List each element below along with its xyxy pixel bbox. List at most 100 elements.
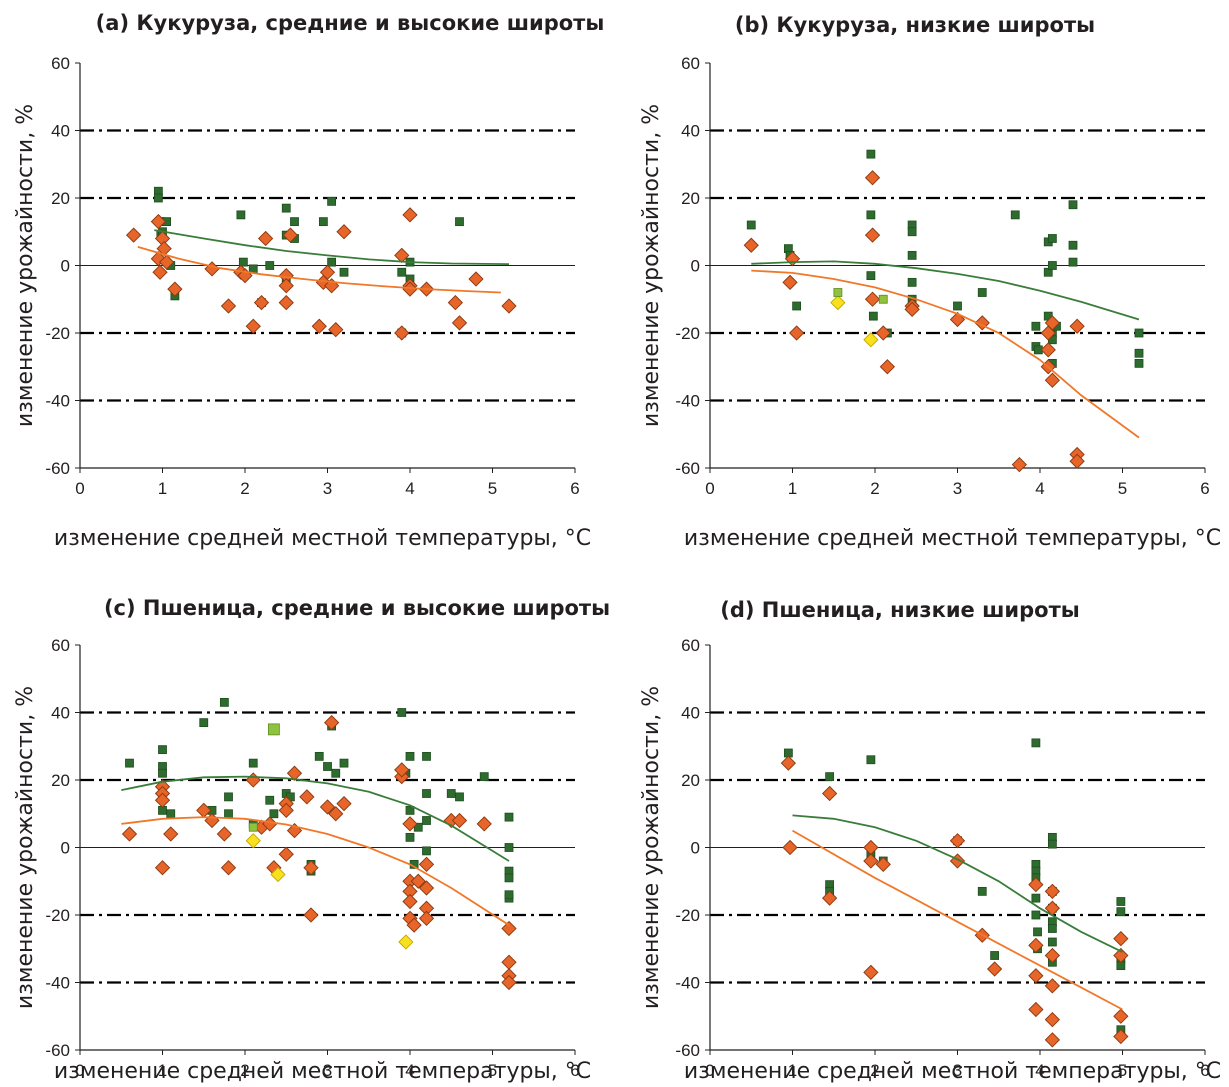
data-point-diamond — [303, 860, 319, 876]
y-tick-label: 20 — [51, 189, 70, 208]
fit-curve-green — [792, 814, 1123, 953]
data-point-diamond — [156, 240, 172, 257]
data-point-diamond — [406, 917, 422, 933]
data-point-square — [248, 264, 258, 274]
fit-curve-green — [121, 775, 510, 862]
data-point-diamond — [328, 321, 344, 338]
data-point-diamond — [830, 294, 846, 311]
data-point-diamond — [402, 207, 418, 223]
data-point-diamond — [394, 762, 410, 778]
data-point-square — [327, 257, 337, 267]
x-tick-label: 1 — [158, 479, 167, 498]
y-tick-label: 40 — [681, 704, 700, 723]
series-orange-diamond — [743, 170, 1085, 473]
data-point-square — [866, 210, 876, 220]
data-point-square — [248, 822, 258, 832]
data-point-diamond — [418, 910, 435, 927]
x-tick-label: 3 — [323, 479, 332, 498]
data-point-square — [1134, 358, 1144, 368]
data-point-diamond — [863, 964, 879, 981]
data-point-diamond — [864, 170, 881, 186]
data-point-diamond — [1044, 1032, 1061, 1048]
fit-curve-orange — [121, 816, 510, 926]
y-tick-label: -60 — [45, 1041, 70, 1060]
data-point-diamond — [303, 907, 319, 923]
y-tick-label: -20 — [45, 906, 70, 925]
data-point-square — [977, 288, 987, 297]
data-point-diamond — [1044, 372, 1061, 388]
y-tick-label: 20 — [681, 189, 700, 208]
data-point-square — [1031, 738, 1041, 748]
data-point-square — [907, 250, 917, 260]
x-tick-label: 2 — [870, 1061, 879, 1080]
data-point-square — [833, 288, 843, 297]
data-point-square — [1047, 234, 1057, 243]
data-point-square — [1010, 210, 1020, 220]
data-point-diamond — [410, 873, 426, 889]
data-point-diamond — [1028, 937, 1044, 954]
y-tick-label: 0 — [61, 257, 70, 276]
data-point-diamond — [402, 281, 418, 297]
data-point-square — [990, 951, 1000, 960]
data-point-square — [792, 301, 802, 311]
data-point-diamond — [501, 974, 517, 991]
data-point-diamond — [204, 812, 220, 829]
data-point-diamond — [468, 271, 484, 287]
data-point-diamond — [743, 237, 759, 253]
data-point-diamond — [864, 227, 881, 243]
data-point-diamond — [864, 291, 881, 307]
y-tick-label: 60 — [51, 636, 70, 655]
data-point-diamond — [821, 890, 838, 906]
series-orange-diamond — [125, 207, 517, 341]
y-tick-label: 60 — [681, 54, 700, 73]
y-tick-label: -60 — [45, 459, 70, 478]
y-tick-label: 20 — [681, 771, 700, 790]
data-point-square — [455, 792, 464, 802]
data-point-diamond — [863, 853, 879, 869]
x-tick-label: 5 — [488, 1061, 497, 1080]
data-point-square — [422, 846, 431, 856]
data-point-square — [1047, 937, 1057, 947]
data-point-diamond — [278, 278, 294, 294]
data-point-diamond — [216, 826, 233, 842]
y-tick-label: 40 — [51, 122, 70, 141]
panel-title: (c) Пшеница, средние и высокие широты — [104, 596, 610, 620]
data-point-square — [323, 762, 332, 771]
y-axis-label: изменение урожайности, % — [13, 686, 38, 1009]
x-tick-label: 3 — [323, 1061, 332, 1080]
fit-curve-orange — [792, 829, 1123, 1011]
data-point-square — [504, 843, 514, 852]
y-tick-label: -40 — [675, 392, 700, 411]
data-point-square — [977, 886, 987, 896]
data-point-diamond — [501, 954, 517, 970]
data-point-diamond — [1028, 876, 1044, 893]
panel-title: (b) Кукуруза, низкие широты — [735, 13, 1095, 37]
data-point-diamond — [278, 294, 294, 311]
data-point-square — [746, 220, 756, 230]
data-point-diamond — [282, 227, 299, 243]
data-point-square — [422, 751, 431, 761]
data-point-diamond — [447, 294, 464, 311]
data-point-square — [219, 697, 229, 707]
data-point-square — [405, 805, 415, 815]
data-point-diamond — [418, 880, 435, 896]
y-tick-label: 0 — [691, 839, 700, 858]
data-point-diamond — [270, 866, 286, 883]
data-point-diamond — [904, 301, 920, 318]
fit-curve-orange — [137, 246, 501, 294]
x-tick-label: 3 — [953, 479, 962, 498]
data-point-square — [267, 723, 280, 736]
data-point-diamond — [1044, 1011, 1061, 1028]
series-green-square — [783, 738, 1126, 1035]
data-point-diamond — [319, 264, 336, 280]
data-point-diamond — [875, 856, 891, 873]
data-point-square — [866, 149, 876, 159]
data-point-diamond — [986, 961, 1003, 977]
data-point-square — [504, 890, 514, 900]
data-point-diamond — [782, 274, 798, 291]
data-point-square — [446, 789, 456, 798]
data-point-square — [1116, 897, 1126, 906]
data-point-diamond — [451, 315, 468, 331]
data-point-square — [455, 217, 464, 227]
